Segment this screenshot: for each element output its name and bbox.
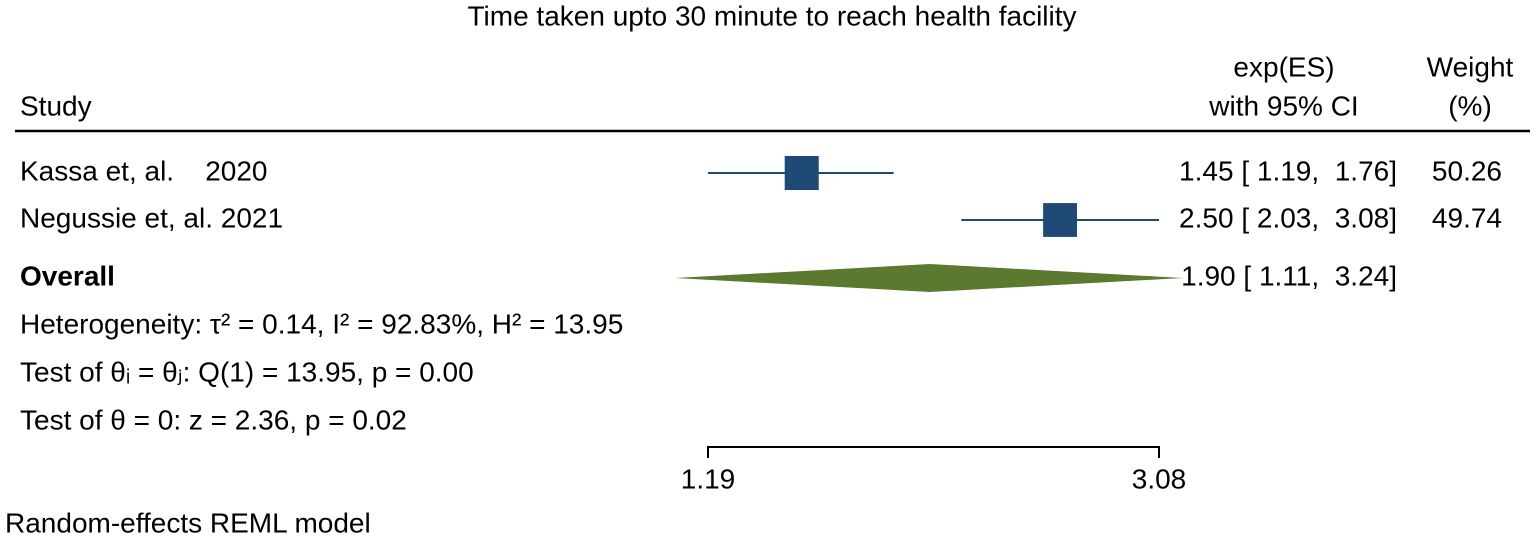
header-weight: Weight bbox=[1427, 51, 1514, 82]
study-name: Negussie et, al. 2021 bbox=[20, 202, 283, 233]
chart-title: Time taken upto 30 minute to reach healt… bbox=[467, 0, 1076, 31]
overall-name: Overall bbox=[20, 260, 115, 291]
effect-marker bbox=[784, 155, 819, 191]
study-name: Kassa et, al. 2020 bbox=[20, 155, 268, 186]
note: Test of θ = 0: z = 2.36, p = 0.02 bbox=[20, 404, 407, 435]
overall-diamond bbox=[674, 264, 1184, 292]
note: Heterogeneity: τ² = 0.14, I² = 92.83%, H… bbox=[20, 308, 623, 339]
header-weight-unit: (%) bbox=[1448, 90, 1492, 121]
ci-label: 1.45 [ 1.19, 1.76] bbox=[1179, 155, 1397, 186]
header-study: Study bbox=[20, 90, 92, 121]
header-ci: with 95% CI bbox=[1208, 90, 1358, 121]
note: Test of θᵢ = θⱼ: Q(1) = 13.95, p = 0.00 bbox=[20, 356, 474, 387]
footnote: Random-effects REML model bbox=[5, 507, 371, 538]
header-es: exp(ES) bbox=[1233, 51, 1334, 82]
weight-label: 50.26 bbox=[1432, 155, 1502, 186]
weight-label: 49.74 bbox=[1432, 202, 1502, 233]
effect-marker bbox=[1043, 203, 1077, 237]
ci-label: 2.50 [ 2.03, 3.08] bbox=[1179, 202, 1397, 233]
x-tick-label: 3.08 bbox=[1132, 463, 1187, 494]
x-tick-label: 1.19 bbox=[681, 463, 736, 494]
overall-ci-label: 1.90 [ 1.11, 3.24] bbox=[1181, 260, 1397, 291]
